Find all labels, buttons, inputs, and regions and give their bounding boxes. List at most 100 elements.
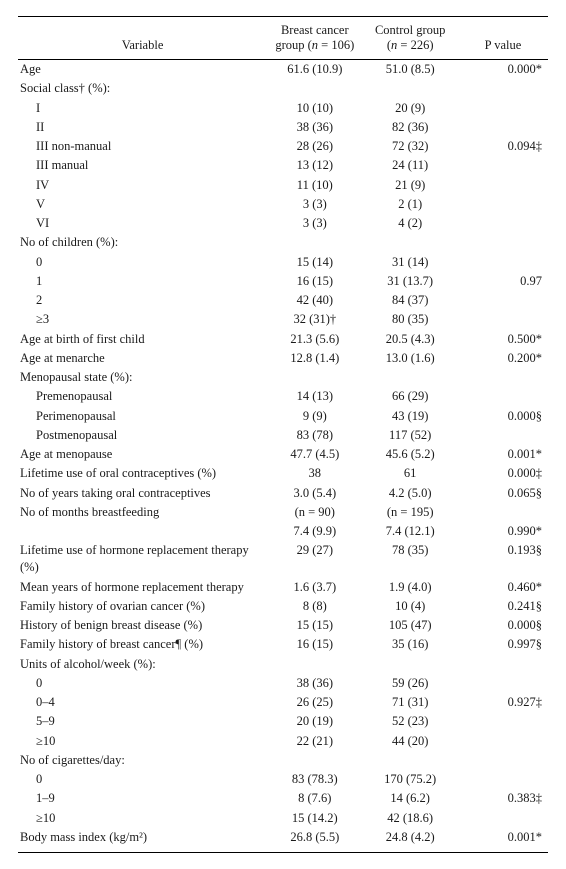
row-label: History of benign breast disease (%) bbox=[18, 616, 267, 635]
row-ctl-value: 84 (37) bbox=[362, 291, 457, 310]
ctl-group-l1: Control group bbox=[375, 23, 445, 37]
row-label: Age bbox=[18, 60, 267, 80]
row-ctl-value: 72 (32) bbox=[362, 137, 457, 156]
row-label: Lifetime use of oral contraceptives (%) bbox=[18, 464, 267, 483]
row-bc-value: 13 (12) bbox=[267, 156, 362, 175]
row-ctl-value bbox=[362, 233, 457, 252]
table-row: No of cigarettes/day: bbox=[18, 751, 548, 770]
table-row: ≥332 (31)†80 (35) bbox=[18, 310, 548, 329]
row-bc-value: 7.4 (9.9) bbox=[267, 522, 362, 541]
row-p-value: 0.200* bbox=[458, 349, 548, 368]
row-p-value: 0.383‡ bbox=[458, 789, 548, 808]
row-ctl-value: 170 (75.2) bbox=[362, 770, 457, 789]
row-label: Family history of breast cancer¶ (%) bbox=[18, 635, 267, 654]
row-p-value bbox=[458, 426, 548, 445]
row-bc-value: 26.8 (5.5) bbox=[267, 828, 362, 853]
row-label: III manual bbox=[18, 156, 267, 175]
row-bc-value: 38 bbox=[267, 464, 362, 483]
row-label: I bbox=[18, 99, 267, 118]
table-row: III manual13 (12)24 (11) bbox=[18, 156, 548, 175]
row-p-value bbox=[458, 291, 548, 310]
row-p-value: 0.001* bbox=[458, 828, 548, 853]
row-bc-value: 8 (8) bbox=[267, 597, 362, 616]
table-row: Postmenopausal83 (78)117 (52) bbox=[18, 426, 548, 445]
row-ctl-value: 13.0 (1.6) bbox=[362, 349, 457, 368]
table-row: 038 (36)59 (26) bbox=[18, 674, 548, 693]
row-p-value bbox=[458, 770, 548, 789]
table-row: Social class† (%): bbox=[18, 79, 548, 98]
row-label: 1–9 bbox=[18, 789, 267, 808]
ctl-group-l2: (n = 226) bbox=[387, 38, 434, 52]
row-p-value bbox=[458, 99, 548, 118]
row-bc-value: 42 (40) bbox=[267, 291, 362, 310]
row-p-value bbox=[458, 368, 548, 387]
row-ctl-value: 21 (9) bbox=[362, 176, 457, 195]
row-ctl-value: 20.5 (4.3) bbox=[362, 330, 457, 349]
row-label: Mean years of hormone replacement therap… bbox=[18, 577, 267, 596]
row-ctl-value: 24 (11) bbox=[362, 156, 457, 175]
row-bc-value: 8 (7.6) bbox=[267, 789, 362, 808]
row-p-value bbox=[458, 712, 548, 731]
table-row: 116 (15)31 (13.7)0.97 bbox=[18, 272, 548, 291]
table-row: Lifetime use of hormone replacement ther… bbox=[18, 541, 548, 577]
row-label: No of cigarettes/day: bbox=[18, 751, 267, 770]
row-p-value bbox=[458, 751, 548, 770]
row-p-value: 0.000‡ bbox=[458, 464, 548, 483]
row-label: 1 bbox=[18, 272, 267, 291]
row-bc-value: 38 (36) bbox=[267, 674, 362, 693]
row-label: Age at menopause bbox=[18, 445, 267, 464]
row-ctl-value: 66 (29) bbox=[362, 387, 457, 406]
table-row: No of months breastfeeding(n = 90)(n = 1… bbox=[18, 503, 548, 522]
characteristics-table: Variable Breast cancer group (n = 106) C… bbox=[18, 16, 548, 853]
table-row: 0–426 (25)71 (31)0.927‡ bbox=[18, 693, 548, 712]
row-p-value: 0.000§ bbox=[458, 616, 548, 635]
row-p-value: 0.094‡ bbox=[458, 137, 548, 156]
row-p-value bbox=[458, 674, 548, 693]
row-label: 0 bbox=[18, 253, 267, 272]
row-p-value bbox=[458, 195, 548, 214]
row-ctl-value: 61 bbox=[362, 464, 457, 483]
row-bc-value: 61.6 (10.9) bbox=[267, 60, 362, 80]
row-label: Body mass index (kg/m²) bbox=[18, 828, 267, 853]
row-ctl-value bbox=[362, 368, 457, 387]
table-row: Mean years of hormone replacement therap… bbox=[18, 577, 548, 596]
table-row: Age at menarche12.8 (1.4)13.0 (1.6)0.200… bbox=[18, 349, 548, 368]
row-ctl-value bbox=[362, 751, 457, 770]
row-ctl-value: 44 (20) bbox=[362, 731, 457, 750]
bc-group-l2: group (n = 106) bbox=[275, 38, 354, 52]
row-bc-value: 12.8 (1.4) bbox=[267, 349, 362, 368]
row-bc-value: 47.7 (4.5) bbox=[267, 445, 362, 464]
row-p-value bbox=[458, 233, 548, 252]
row-label: 2 bbox=[18, 291, 267, 310]
table-row: Lifetime use of oral contraceptives (%)3… bbox=[18, 464, 548, 483]
row-ctl-value: 14 (6.2) bbox=[362, 789, 457, 808]
row-bc-value: 20 (19) bbox=[267, 712, 362, 731]
row-p-value bbox=[458, 731, 548, 750]
row-p-value: 0.193§ bbox=[458, 541, 548, 577]
row-bc-value bbox=[267, 751, 362, 770]
row-bc-value: 83 (78.3) bbox=[267, 770, 362, 789]
row-bc-value: 29 (27) bbox=[267, 541, 362, 577]
table-row: II38 (36)82 (36) bbox=[18, 118, 548, 137]
row-bc-value: 16 (15) bbox=[267, 272, 362, 291]
col-ctl-group: Control group (n = 226) bbox=[362, 17, 457, 60]
col-variable: Variable bbox=[18, 17, 267, 60]
row-label: Lifetime use of hormone replacement ther… bbox=[18, 541, 267, 577]
row-label: No of children (%): bbox=[18, 233, 267, 252]
row-ctl-value: 117 (52) bbox=[362, 426, 457, 445]
table-row: 7.4 (9.9)7.4 (12.1)0.990* bbox=[18, 522, 548, 541]
row-bc-value: 15 (15) bbox=[267, 616, 362, 635]
row-p-value: 0.927‡ bbox=[458, 693, 548, 712]
row-bc-value: 1.6 (3.7) bbox=[267, 577, 362, 596]
row-ctl-value: 31 (13.7) bbox=[362, 272, 457, 291]
row-bc-value: 15 (14) bbox=[267, 253, 362, 272]
row-ctl-value: 7.4 (12.1) bbox=[362, 522, 457, 541]
row-ctl-value: 45.6 (5.2) bbox=[362, 445, 457, 464]
row-label: ≥10 bbox=[18, 808, 267, 827]
row-ctl-value: 1.9 (4.0) bbox=[362, 577, 457, 596]
row-bc-value: 15 (14.2) bbox=[267, 808, 362, 827]
row-bc-value: 3 (3) bbox=[267, 195, 362, 214]
row-label: ≥3 bbox=[18, 310, 267, 329]
row-label: IV bbox=[18, 176, 267, 195]
row-ctl-value: (n = 195) bbox=[362, 503, 457, 522]
